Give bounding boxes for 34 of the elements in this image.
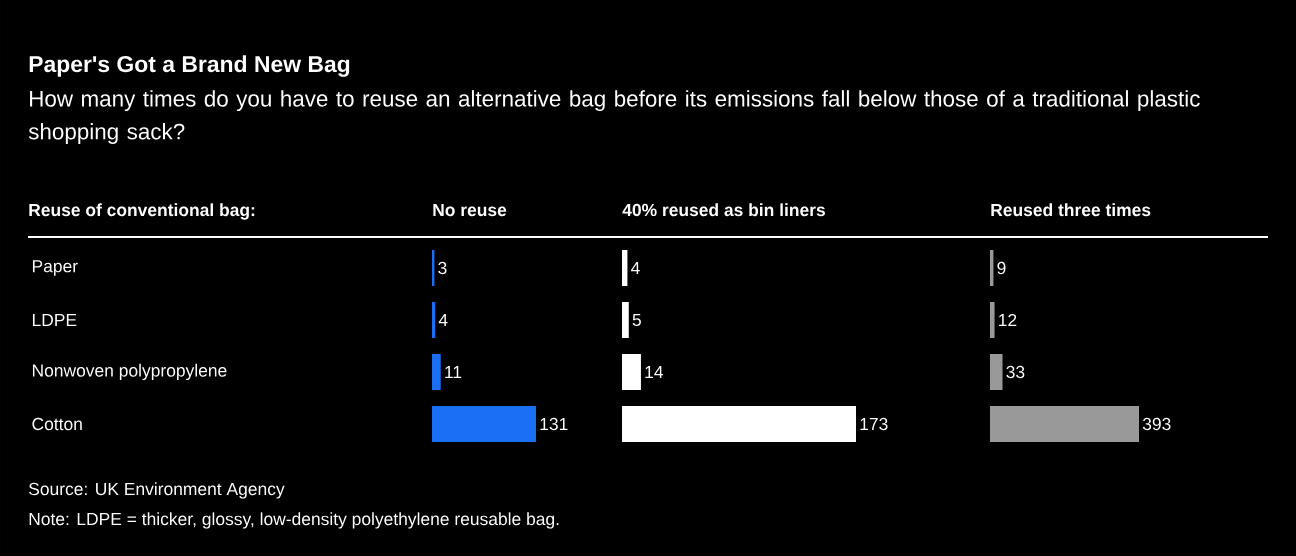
bar: [622, 405, 857, 442]
bar: [622, 353, 641, 390]
data-label: 5: [632, 313, 641, 327]
bar: [990, 405, 1140, 442]
text: Note: LDPE = thicker, glossy, low-density polyethylene reusable bag.: [29, 512, 559, 529]
source-note: Source: UK Environment Agency: [29, 482, 285, 499]
data-label: 4: [631, 261, 640, 274]
y-tick-label: Paper: [32, 260, 78, 276]
data-label: 14: [645, 365, 664, 378]
data-label: 173: [860, 417, 888, 431]
y-tick-label: LDPE: [32, 313, 77, 326]
y-tick-label: Cotton: [32, 417, 82, 431]
text: Paper's Got a Brand New Bag: [29, 55, 350, 77]
bar: [990, 353, 1003, 390]
bar: [432, 301, 436, 338]
chart-title: 40% reused as bin liners: [622, 203, 825, 217]
y-axis-title: Reuse of conventional bag:: [29, 203, 255, 220]
data-label: 33: [1006, 365, 1025, 379]
bar: [432, 405, 537, 442]
text: How many times do you have to reuse an alternative bag before its emissions fall below those of a traditional plastic shopping sack?: [28, 90, 1200, 144]
data-label: 393: [1142, 417, 1171, 431]
data-label: 9: [997, 261, 1006, 275]
data-label: 131: [540, 417, 568, 431]
y-tick-label: Nonwoven polypropylene: [32, 363, 227, 381]
data-label: 3: [438, 261, 447, 275]
data-label: 4: [438, 313, 448, 326]
data-label: 11: [445, 365, 462, 378]
bar: [432, 353, 441, 390]
chart-title: No reuse: [433, 203, 507, 217]
chart-title: Reused three times: [991, 203, 1151, 217]
bar: [990, 301, 995, 338]
data-label: 12: [999, 313, 1017, 327]
bar: [622, 301, 629, 338]
bar: [622, 249, 628, 286]
